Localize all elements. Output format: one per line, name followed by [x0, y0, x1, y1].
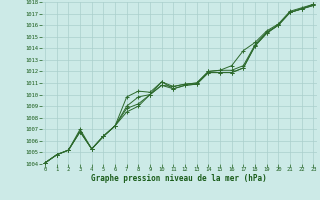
X-axis label: Graphe pression niveau de la mer (hPa): Graphe pression niveau de la mer (hPa)	[91, 174, 267, 183]
